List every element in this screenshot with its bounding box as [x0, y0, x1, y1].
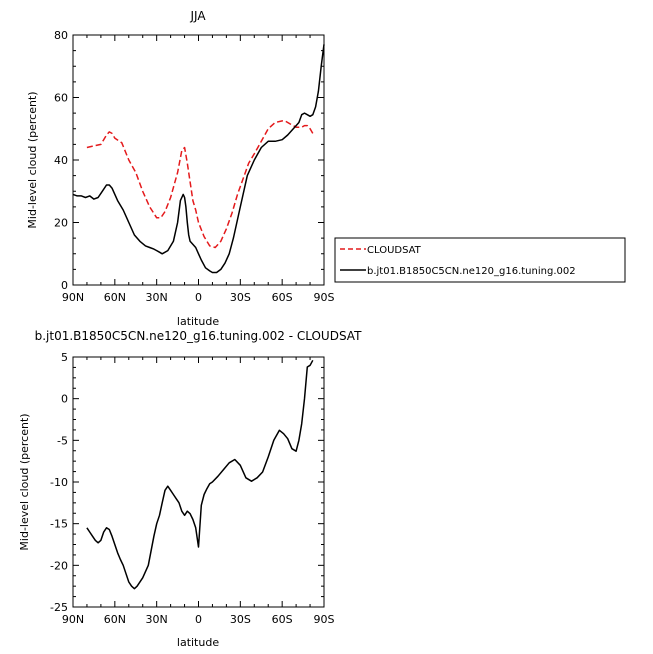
bottom-y-tick-label: -25: [50, 601, 68, 614]
bottom-y-tick-label: -15: [50, 518, 68, 531]
top-frame: [72, 34, 325, 286]
bottom-x-axis-title: latitude: [177, 636, 219, 649]
bottom-y-tick-label: 5: [61, 351, 68, 364]
bottom-y-tick-label: -20: [50, 559, 68, 572]
bottom-y-tick-label: -5: [57, 434, 68, 447]
legend-model-label: b.jt01.B1850C5CN.ne120_g16.tuning.002: [367, 266, 576, 277]
top-x-axis-title: latitude: [177, 315, 219, 328]
bottom-panel-title: b.jt01.B1850C5CN.ne120_g16.tuning.002 - …: [35, 329, 362, 343]
top-y-tick-label: 60: [54, 92, 68, 105]
bottom-x-tick-label: 90S: [314, 613, 335, 626]
top-panel-title: JJA: [189, 9, 206, 23]
top-y-axis-title: Mid-level cloud (percent): [26, 91, 39, 228]
top-x-tick-label: 30S: [230, 291, 251, 304]
bottom-x-tick-label: 90N: [62, 613, 84, 626]
top-y-tick-label: 40: [54, 154, 68, 167]
bottom-y-tick-label: 0: [61, 393, 68, 406]
bottom-x-tick-label: 60S: [272, 613, 293, 626]
bottom-plot-area: -25 -20 -15 -10 -5 0 5 90N 60N 30N 0 30S 60S 90S: [50, 351, 334, 626]
top-x-tick-label: 60N: [104, 291, 126, 304]
bottom-x-tick-label: 60N: [104, 613, 126, 626]
bottom-y-axis-title: Mid-level cloud (percent): [18, 413, 31, 550]
bottom-x-tick-label: 30S: [230, 613, 251, 626]
top-x-tick-label: 90N: [62, 291, 84, 304]
top-x-tick-label: 0: [195, 291, 202, 304]
top-x-tick-label: 90S: [314, 291, 335, 304]
top-series-line-0: [86, 120, 314, 249]
top-y-tick-label: 0: [61, 279, 68, 292]
bottom-frame: [72, 356, 325, 608]
bottom-y-tick-label: -10: [50, 476, 68, 489]
bottom-x-tick-label: 30N: [146, 613, 168, 626]
legend-cloudsat-label: CLOUDSAT: [367, 245, 422, 256]
legend-box: [334, 237, 626, 283]
top-x-tick-label: 30N: [146, 291, 168, 304]
top-panel: JJA 0 20 40 60 80 90N 60N 30N 0 30S 60S 90S latitud…: [26, 9, 335, 328]
legend: CLOUDSAT b.jt01.B1850C5CN.ne120_g16.tuni…: [334, 237, 626, 283]
top-plot-area: 0 20 40 60 80 90N 60N 30N 0 30S 60S 90S: [54, 29, 335, 304]
bottom-panel: b.jt01.B1850C5CN.ne120_g16.tuning.002 - …: [18, 329, 362, 649]
top-x-tick-label: 60S: [272, 291, 293, 304]
top-y-tick-label: 20: [54, 217, 68, 230]
bottom-series-line-0: [86, 359, 314, 590]
bottom-x-tick-label: 0: [195, 613, 202, 626]
top-y-tick-label: 80: [54, 29, 68, 42]
top-series-line-1: [72, 44, 325, 274]
